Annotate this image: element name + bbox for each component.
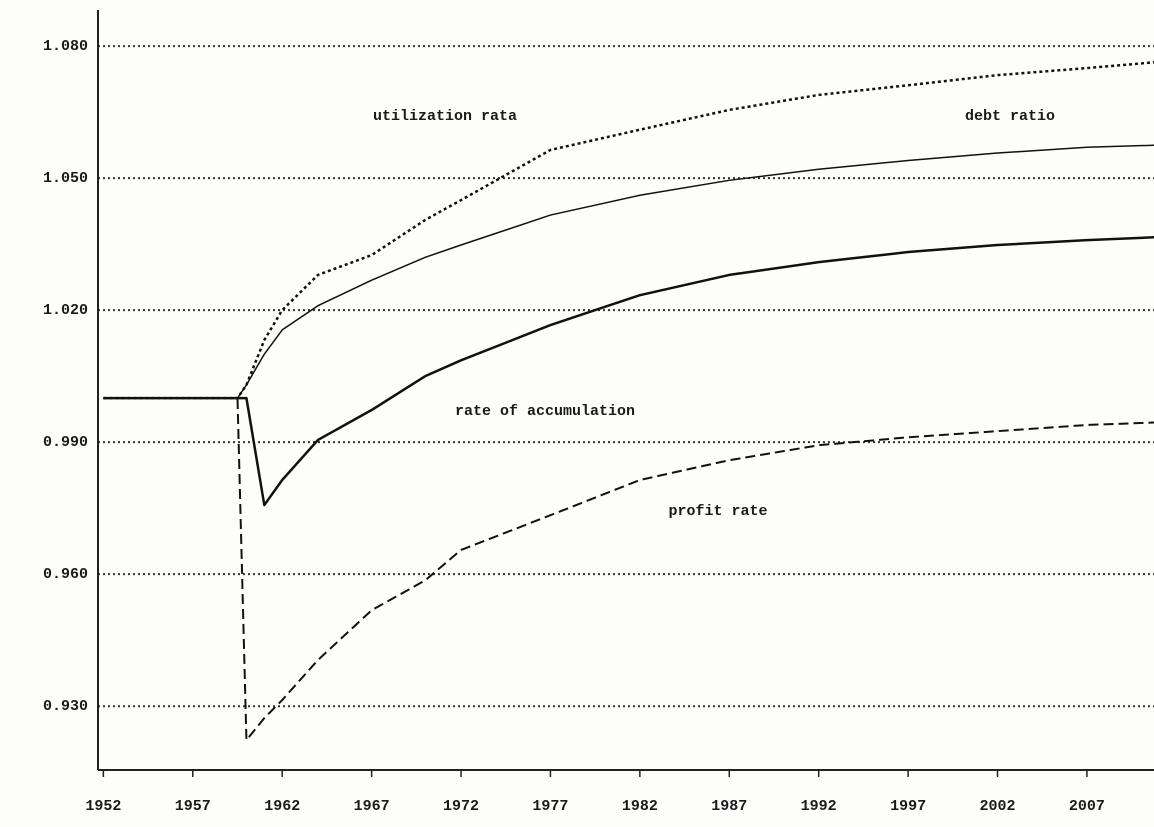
x-tick-label: 2007 xyxy=(1069,798,1105,815)
x-tick-label: 1982 xyxy=(622,798,658,815)
x-tick-label: 1967 xyxy=(354,798,390,815)
y-tick-label: 0.930 xyxy=(43,698,88,715)
y-tick-label: 1.080 xyxy=(43,38,88,55)
series-line xyxy=(103,397,1154,742)
x-tick-label: 1972 xyxy=(443,798,479,815)
series-label: profit rate xyxy=(668,503,767,520)
x-tick-label: 1952 xyxy=(85,798,121,815)
y-tick-label: 1.020 xyxy=(43,302,88,319)
series-label: rate of accumulation xyxy=(455,403,635,420)
series-line xyxy=(103,236,1154,507)
y-tick-label: 1.050 xyxy=(43,170,88,187)
x-tick-label: 1992 xyxy=(801,798,837,815)
x-tick-label: 2002 xyxy=(980,798,1016,815)
x-tick-label: 1997 xyxy=(890,798,926,815)
y-tick-label: 0.990 xyxy=(43,434,88,451)
x-tick-label: 1987 xyxy=(711,798,747,815)
series-line xyxy=(103,144,1154,399)
series-label: utilization rata xyxy=(373,108,517,125)
y-tick-label: 0.960 xyxy=(43,566,88,583)
x-tick-label: 1962 xyxy=(264,798,300,815)
x-tick-label: 1977 xyxy=(532,798,568,815)
series-label: debt ratio xyxy=(965,108,1055,125)
x-tick-label: 1957 xyxy=(175,798,211,815)
